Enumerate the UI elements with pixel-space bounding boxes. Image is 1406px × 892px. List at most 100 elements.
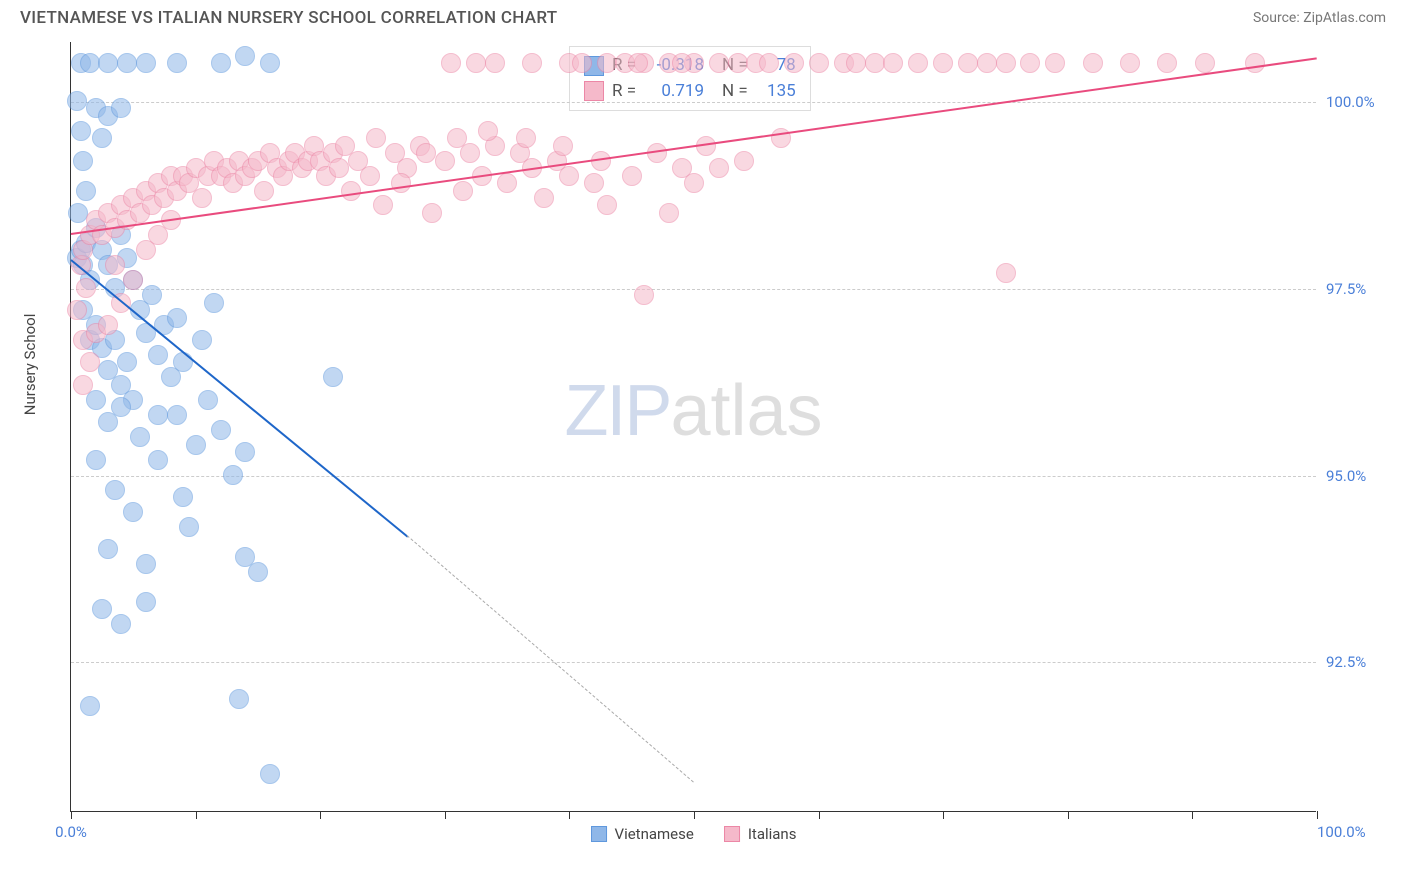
data-point bbox=[996, 263, 1016, 283]
data-point bbox=[759, 53, 779, 73]
x-tick bbox=[196, 811, 197, 819]
data-point bbox=[584, 173, 604, 193]
data-point bbox=[497, 173, 517, 193]
x-tick bbox=[445, 811, 446, 819]
data-point bbox=[86, 450, 106, 470]
x-tick bbox=[71, 811, 72, 819]
data-point bbox=[416, 143, 436, 163]
data-point bbox=[865, 53, 885, 73]
watermark: ZIPatlas bbox=[564, 370, 822, 452]
gridline bbox=[71, 476, 1316, 477]
data-point bbox=[117, 53, 137, 73]
data-point bbox=[1045, 53, 1065, 73]
data-point bbox=[435, 151, 455, 171]
data-point bbox=[167, 405, 187, 425]
source-label: Source: ZipAtlas.com bbox=[1253, 10, 1386, 26]
data-point bbox=[204, 293, 224, 313]
data-point bbox=[67, 91, 87, 111]
data-point bbox=[634, 285, 654, 305]
data-point bbox=[622, 166, 642, 186]
data-point bbox=[485, 53, 505, 73]
data-point bbox=[211, 420, 231, 440]
x-tick bbox=[1068, 811, 1069, 819]
y-tick-label: 92.5% bbox=[1326, 653, 1396, 671]
data-point bbox=[958, 53, 978, 73]
data-point bbox=[933, 53, 953, 73]
x-tick-label: 100.0% bbox=[1317, 823, 1396, 841]
data-point bbox=[908, 53, 928, 73]
data-point bbox=[553, 136, 573, 156]
data-point bbox=[167, 308, 187, 328]
data-point bbox=[996, 53, 1016, 73]
data-point bbox=[71, 121, 91, 141]
x-tick bbox=[694, 811, 695, 819]
data-point bbox=[136, 554, 156, 574]
data-point bbox=[80, 696, 100, 716]
data-point bbox=[148, 450, 168, 470]
data-point bbox=[148, 405, 168, 425]
data-point bbox=[105, 480, 125, 500]
gridline bbox=[71, 289, 1316, 290]
data-point bbox=[111, 98, 131, 118]
data-point bbox=[92, 599, 112, 619]
data-point bbox=[92, 128, 112, 148]
data-point bbox=[80, 53, 100, 73]
data-point bbox=[460, 143, 480, 163]
data-point bbox=[123, 270, 143, 290]
y-tick-label: 95.0% bbox=[1326, 467, 1396, 485]
x-tick bbox=[819, 811, 820, 819]
data-point bbox=[73, 151, 93, 171]
data-point bbox=[123, 502, 143, 522]
r-label: R = bbox=[612, 79, 636, 105]
data-point bbox=[734, 151, 754, 171]
data-point bbox=[148, 345, 168, 365]
chart-container: Nursery School ZIPatlas R =-0.318N =78R … bbox=[0, 32, 1406, 882]
data-point bbox=[235, 442, 255, 462]
data-point bbox=[117, 352, 137, 372]
data-point bbox=[883, 53, 903, 73]
gridline bbox=[71, 102, 1316, 103]
legend-swatch bbox=[591, 826, 607, 842]
data-point bbox=[809, 53, 829, 73]
data-point bbox=[260, 53, 280, 73]
x-tick bbox=[1192, 811, 1193, 819]
data-point bbox=[173, 487, 193, 507]
legend-swatch bbox=[724, 826, 740, 842]
data-point bbox=[1083, 53, 1103, 73]
data-point bbox=[254, 181, 274, 201]
data-point bbox=[260, 764, 280, 784]
data-point bbox=[211, 53, 231, 73]
data-point bbox=[784, 53, 804, 73]
series-legend: Vietnamese Italians bbox=[591, 825, 797, 843]
data-point bbox=[360, 166, 380, 186]
data-point bbox=[198, 390, 218, 410]
data-point bbox=[628, 53, 648, 73]
data-point bbox=[478, 121, 498, 141]
data-point bbox=[329, 158, 349, 178]
y-tick-label: 100.0% bbox=[1326, 93, 1396, 111]
data-point bbox=[192, 330, 212, 350]
data-point bbox=[366, 128, 386, 148]
data-point bbox=[229, 689, 249, 709]
data-point bbox=[73, 375, 93, 395]
data-point bbox=[223, 465, 243, 485]
data-point bbox=[672, 53, 692, 73]
data-point bbox=[76, 181, 96, 201]
legend-swatch bbox=[584, 81, 604, 101]
legend-label: Italians bbox=[748, 825, 797, 843]
x-tick bbox=[1317, 811, 1318, 819]
x-tick-label: 0.0% bbox=[55, 823, 87, 841]
data-point bbox=[572, 53, 592, 73]
chart-title: VIETNAMESE VS ITALIAN NURSERY SCHOOL COR… bbox=[20, 8, 557, 28]
r-value: 0.719 bbox=[644, 79, 704, 105]
data-point bbox=[179, 517, 199, 537]
data-point bbox=[341, 181, 361, 201]
x-tick bbox=[320, 811, 321, 819]
data-point bbox=[173, 352, 193, 372]
data-point bbox=[167, 53, 187, 73]
data-point bbox=[136, 592, 156, 612]
y-tick-label: 97.5% bbox=[1326, 280, 1396, 298]
data-point bbox=[98, 315, 118, 335]
data-point bbox=[111, 397, 131, 417]
legend-label: Vietnamese bbox=[615, 825, 694, 843]
